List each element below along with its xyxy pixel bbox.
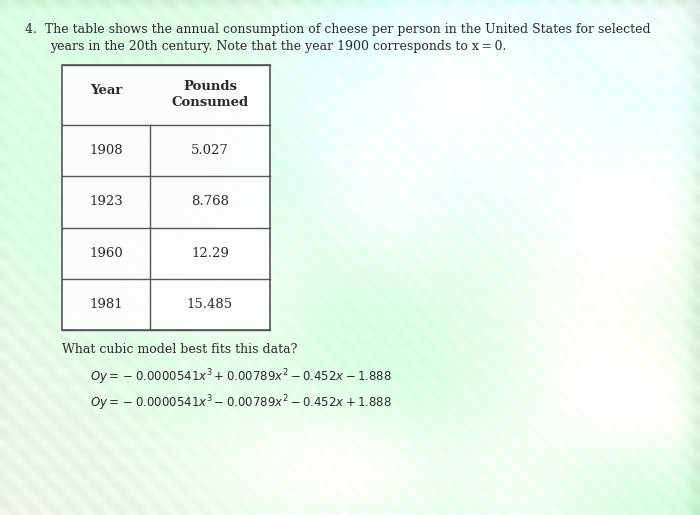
Text: 1923: 1923 xyxy=(89,195,123,209)
Text: 5.027: 5.027 xyxy=(191,144,229,157)
Bar xyxy=(62,65,270,330)
Text: Consumed: Consumed xyxy=(172,96,248,110)
Bar xyxy=(0,0,300,515)
Text: 15.485: 15.485 xyxy=(187,298,233,311)
Text: Year: Year xyxy=(90,83,122,96)
Text: Pounds: Pounds xyxy=(183,80,237,94)
Text: 12.29: 12.29 xyxy=(191,247,229,260)
Bar xyxy=(62,65,270,330)
Text: 4.  The table shows the annual consumption of cheese per person in the United St: 4. The table shows the annual consumptio… xyxy=(25,23,650,36)
Text: years in the 20th century. Note that the year 1900 corresponds to x = 0.: years in the 20th century. Note that the… xyxy=(50,40,506,53)
Text: $Oy = -0.0000541x^3 - 0.00789x^2 - 0.452x + 1.888$: $Oy = -0.0000541x^3 - 0.00789x^2 - 0.452… xyxy=(90,393,392,413)
Text: 1960: 1960 xyxy=(89,247,123,260)
Text: 8.768: 8.768 xyxy=(191,195,229,209)
Text: 1908: 1908 xyxy=(89,144,122,157)
Text: What cubic model best fits this data?: What cubic model best fits this data? xyxy=(62,343,298,356)
Text: 1981: 1981 xyxy=(89,298,122,311)
Text: $Oy = -0.0000541x^3 + 0.00789x^2 - 0.452x - 1.888$: $Oy = -0.0000541x^3 + 0.00789x^2 - 0.452… xyxy=(90,367,392,387)
